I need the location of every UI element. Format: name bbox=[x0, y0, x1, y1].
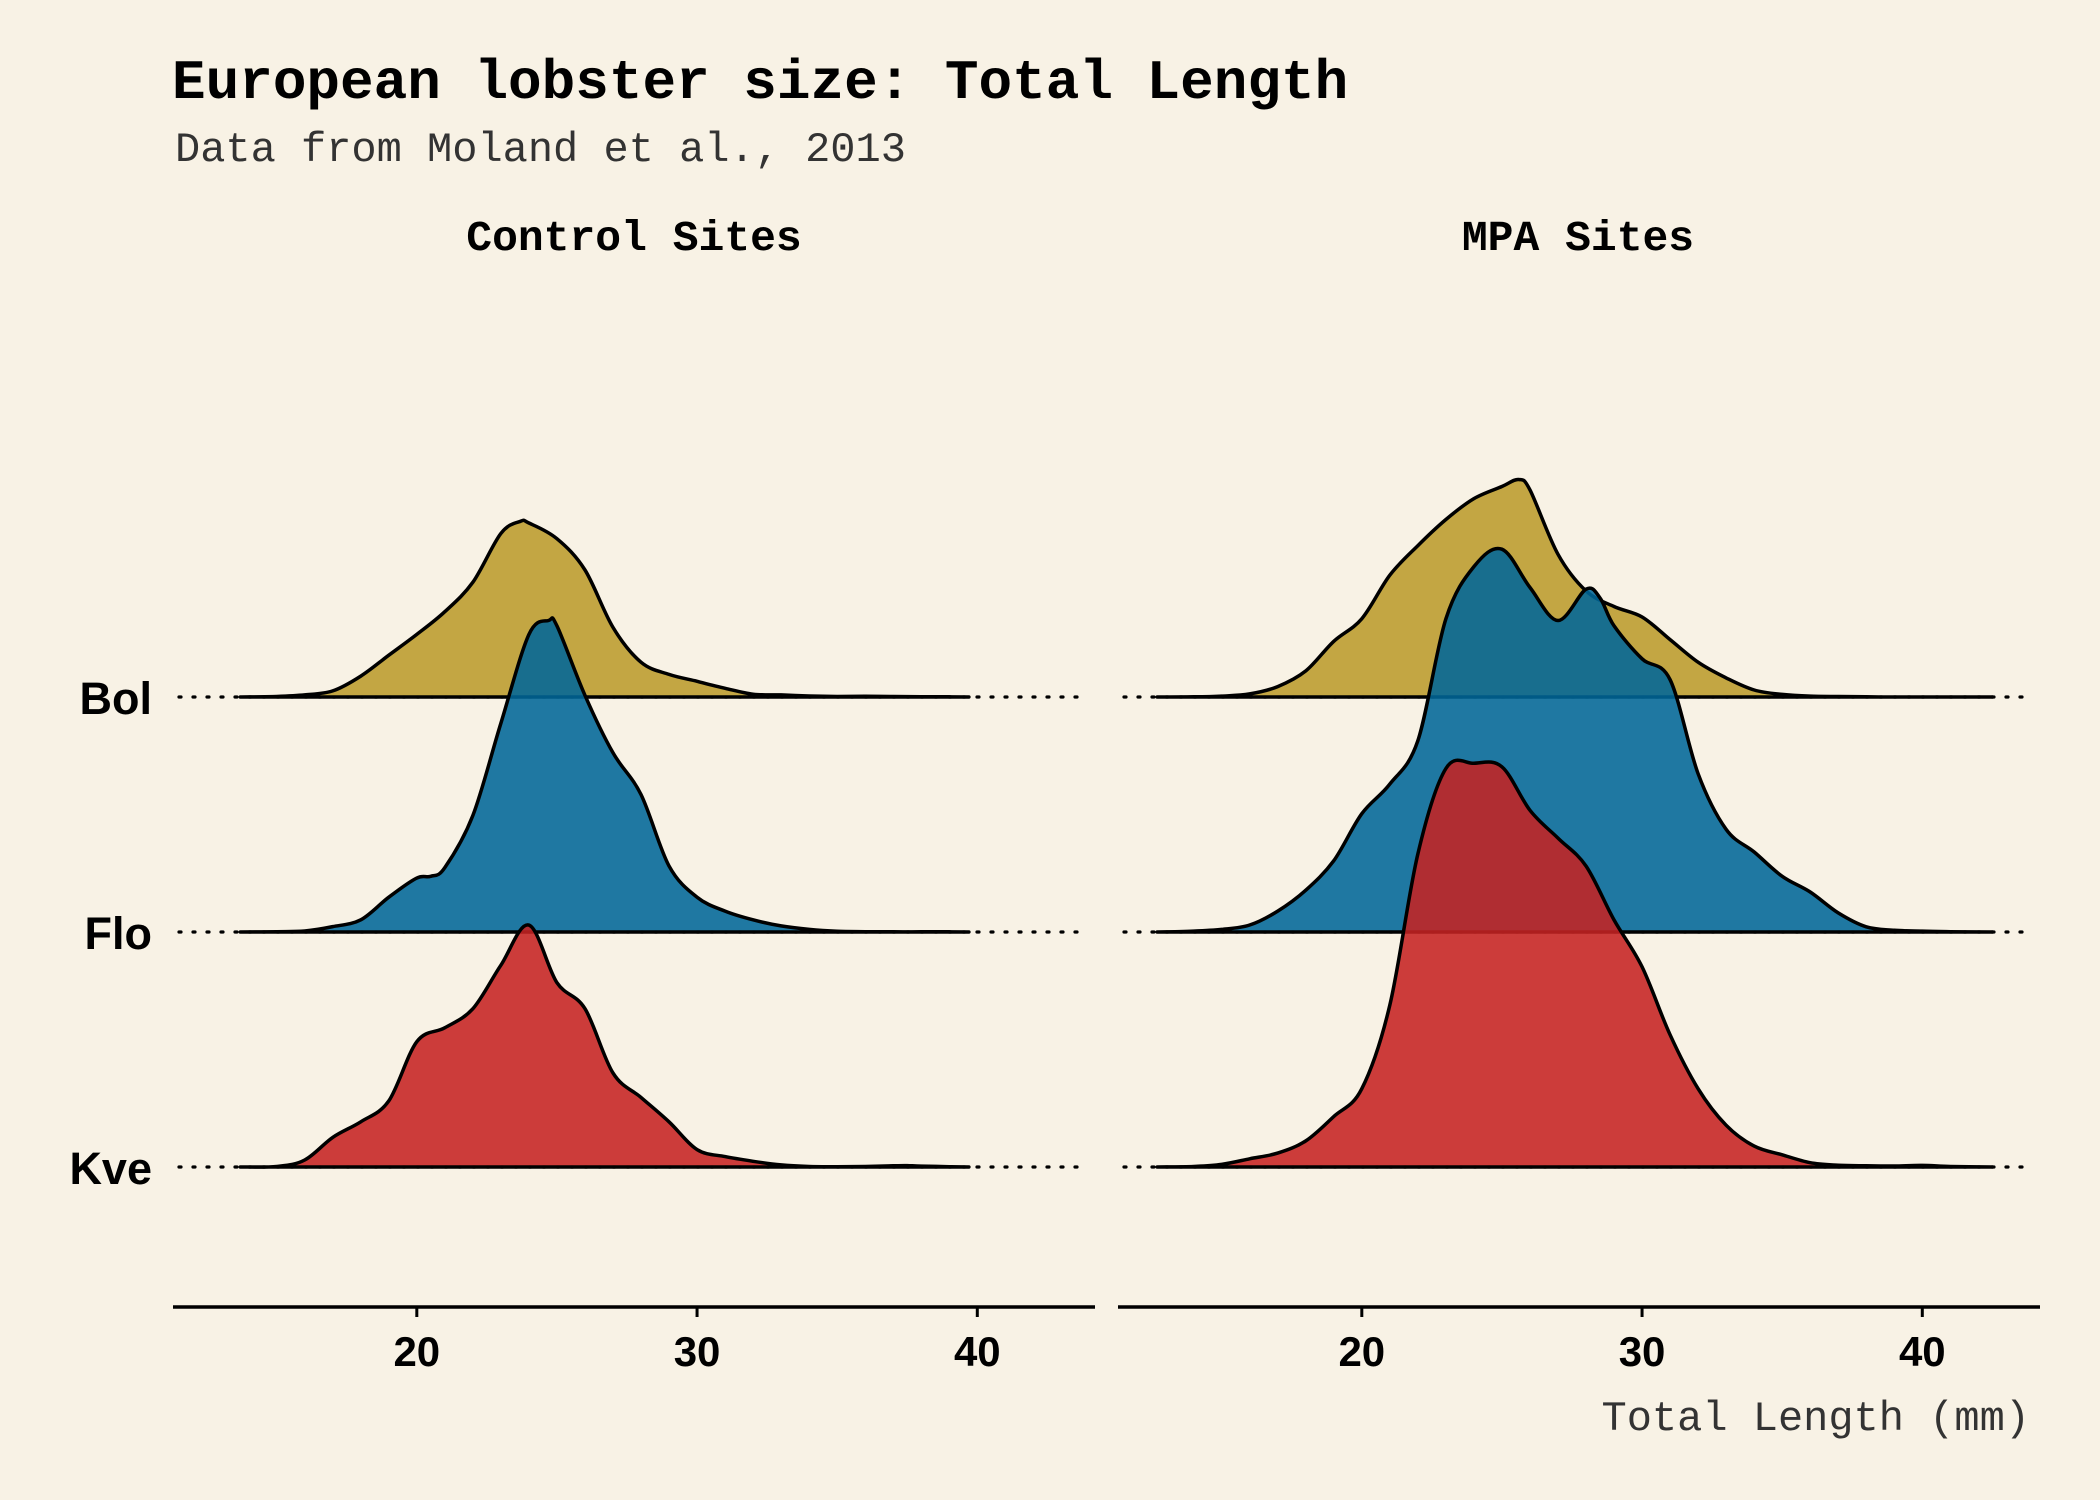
facet-label-mpa: MPA Sites bbox=[1462, 214, 1694, 263]
ridge-control-kve bbox=[238, 923, 971, 1169]
x-tick-label-mpa-40: 40 bbox=[1899, 1328, 1946, 1375]
ridge-mpa-bol bbox=[1155, 477, 1995, 699]
x-tick-label-control-20: 20 bbox=[393, 1328, 440, 1375]
x-tick-label-mpa-30: 30 bbox=[1619, 1328, 1666, 1375]
ridge-control-flo bbox=[238, 616, 971, 934]
chart-title: European lobster size: Total Length bbox=[172, 51, 1348, 115]
ridges-mpa-sites bbox=[1155, 477, 1995, 1169]
y-label-bol: Bol bbox=[80, 673, 153, 724]
ridge-mpa-kve bbox=[1155, 758, 1995, 1169]
x-tick-label-control-40: 40 bbox=[954, 1328, 1001, 1375]
chart-subtitle: Data from Moland et al., 2013 bbox=[175, 126, 906, 174]
x-axis-label: Total Length (mm) bbox=[1602, 1395, 2030, 1443]
x-tick-label-control-30: 30 bbox=[674, 1328, 721, 1375]
y-label-flo: Flo bbox=[85, 908, 152, 959]
facet-label-control: Control Sites bbox=[466, 214, 801, 263]
ridge-control-bol bbox=[238, 518, 971, 699]
ridge-mpa-flo bbox=[1155, 546, 1995, 934]
x-ticks: 20 30 40 20 30 40 bbox=[393, 1307, 1946, 1375]
ridges-control-sites bbox=[238, 518, 971, 1169]
y-label-kve: Kve bbox=[69, 1143, 152, 1194]
x-tick-label-mpa-20: 20 bbox=[1338, 1328, 1385, 1375]
